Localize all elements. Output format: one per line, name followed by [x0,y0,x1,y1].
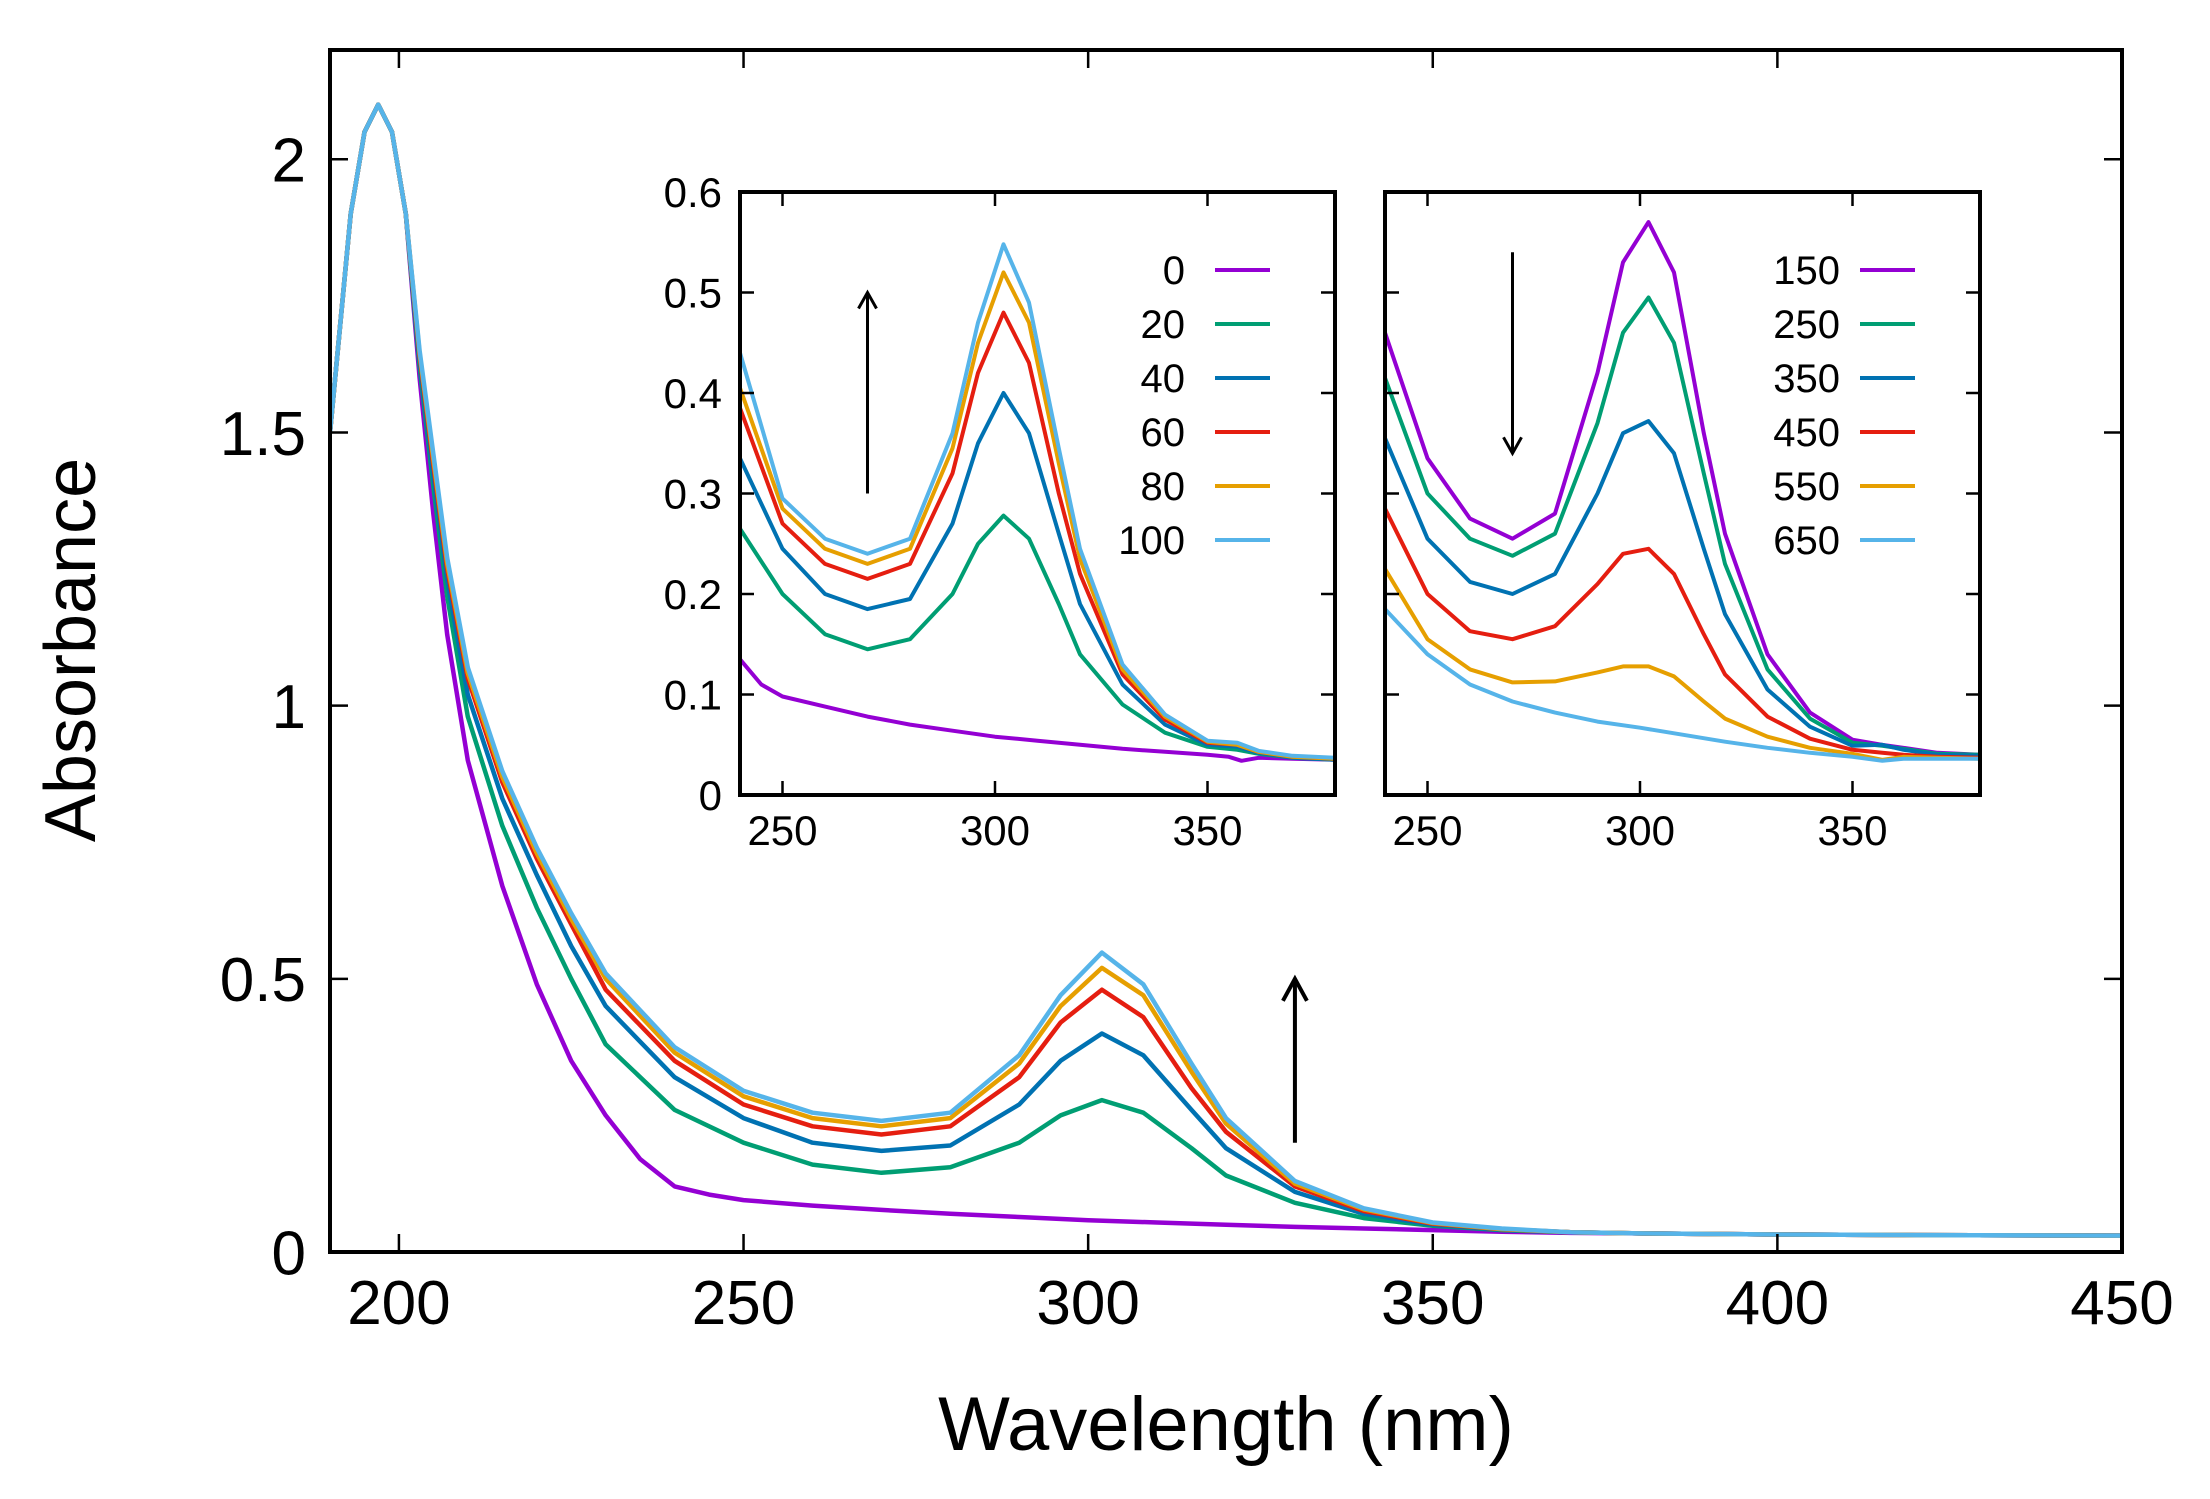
inset-left-legend-label: 20 [1141,303,1186,347]
inset-right-legend-label: 150 [1773,249,1840,293]
inset-left-legend: 0 20 40 60 80 100 [1118,249,1270,563]
main-xtick-label: 250 [692,1269,795,1338]
inset-left-increase-arrow [857,289,878,494]
inset-left-series-20 [740,513,1335,762]
inset-left-background [740,192,1335,795]
main-ytick-label: 0.5 [220,946,306,1015]
inset-left-xtick-label: 300 [960,807,1030,854]
inset-left-xtick-label: 250 [747,807,817,854]
y-axis-label: Absorbance [31,458,111,842]
main-ytick-label: 2 [272,127,306,196]
inset-left-ytick-label: 0.1 [664,672,722,719]
main-curves [330,102,2122,1238]
inset-right-legend: 150 250 350 450 550 650 [1773,249,1915,563]
main-series-100 [330,102,2122,1238]
inset-right-series-450 [1385,506,1980,760]
inset-left-legend-label: 60 [1141,411,1186,455]
main-xtick-label: 450 [2070,1269,2173,1338]
inset-left-series-0 [740,657,1335,763]
main-ytick-label: 0 [272,1219,306,1288]
inset-right-arrow-head [1502,436,1523,457]
main-ytick-label: 1 [272,673,306,742]
main-ytick-label: 1.5 [220,400,306,469]
main-xtick-label: 200 [347,1269,450,1338]
main-xtick-label: 400 [1726,1269,1829,1338]
main-xtick-label: 350 [1381,1269,1484,1338]
inset-right-legend-label: 650 [1773,519,1840,563]
inset-right-legend-label: 350 [1773,357,1840,401]
inset-right-series-350 [1385,419,1980,758]
inset-right-ticks [1385,190,1980,797]
inset-left-arrow-head [857,289,878,310]
inset-right-decrease-arrow [1502,252,1523,457]
inset-left-xtick-label: 350 [1172,807,1242,854]
inset-left-tick-labels: 250 300 350 0 0.1 0.2 0.3 0.4 0.5 0.6 [664,169,1243,854]
inset-right-series-650 [1385,607,1980,763]
inset-left-legend-label: 80 [1141,465,1186,509]
x-axis-label: Wavelength (nm) [938,1382,1514,1467]
main-arrow-head [1281,974,1309,1002]
inset-left-plot: 250 300 350 0 0.1 0.2 0.3 0.4 0.5 0.6 0 20 40 60 80 10… [664,169,1337,854]
main-increase-arrow [1281,974,1309,1143]
inset-right-xtick-label: 300 [1605,807,1675,854]
inset-right-xtick-label: 250 [1392,807,1462,854]
inset-left-ytick-label: 0.4 [664,370,722,417]
main-xtick-label: 300 [1036,1269,1139,1338]
inset-left-ytick-label: 0.6 [664,169,722,216]
inset-left-legend-label: 100 [1118,519,1185,563]
inset-left-ytick-label: 0.3 [664,471,722,518]
main-plot-frame [328,48,2124,1254]
inset-right-frame [1383,190,1982,797]
inset-right-tick-labels: 250 300 350 [1392,807,1887,854]
inset-right-background [1385,192,1980,795]
inset-left-series-100 [740,242,1335,760]
inset-right-legend-label: 450 [1773,411,1840,455]
inset-left-legend-label: 0 [1163,249,1185,293]
inset-right-plot: 250 300 350 150 250 350 450 550 650 [1383,190,1982,854]
inset-left-ytick-label: 0.2 [664,571,722,618]
inset-left-curves [740,242,1335,763]
inset-left-ytick-label: 0.5 [664,270,722,317]
inset-right-xtick-label: 350 [1817,807,1887,854]
inset-left-frame [738,190,1337,797]
inset-left-ytick-label: 0 [699,772,722,819]
inset-right-legend-label: 250 [1773,303,1840,347]
inset-right-legend-label: 550 [1773,465,1840,509]
inset-left-legend-label: 40 [1141,357,1186,401]
inset-right-curves [1385,220,1980,763]
